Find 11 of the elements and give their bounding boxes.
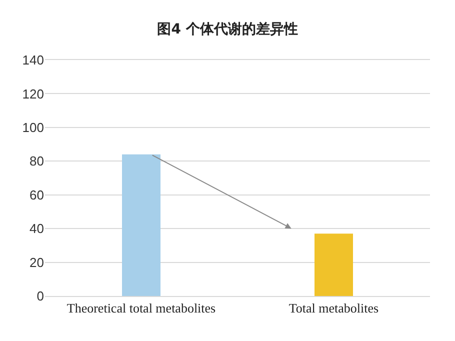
x-tick-label: Theoretical total metabolites	[66, 300, 216, 316]
y-tick-label: 100	[22, 120, 44, 135]
y-tick-label: 140	[22, 52, 44, 68]
y-tick-label: 40	[30, 221, 44, 236]
x-tick-label: Total metabolites	[288, 300, 379, 316]
chart-title: 图4 个体代谢的差异性	[157, 22, 298, 38]
y-tick-label: 60	[30, 187, 44, 202]
y-tick-label: 0	[36, 288, 44, 304]
y-tick-label: 80	[30, 154, 44, 169]
y-tick-label: 20	[30, 254, 44, 270]
y-tick-label: 120	[22, 86, 44, 102]
